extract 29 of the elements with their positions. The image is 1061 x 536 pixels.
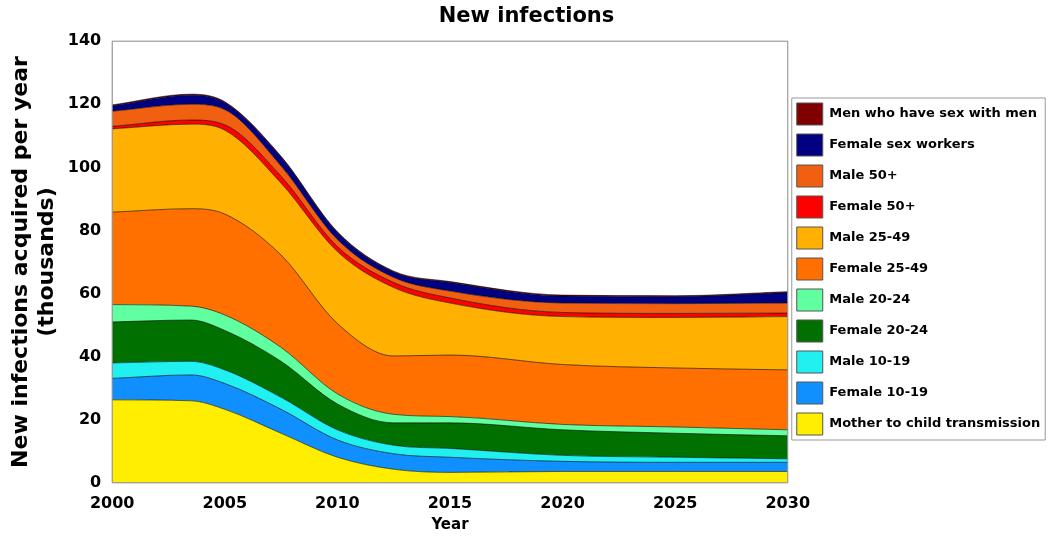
x-tick-label: 2025 [652, 492, 698, 512]
x-axis-title: Year [430, 514, 470, 533]
legend-label: Male 10-19 [829, 353, 911, 369]
legend-label: Female 10-19 [829, 384, 929, 400]
y-tick-label: 40 [78, 345, 102, 365]
x-tick-label: 2020 [540, 492, 585, 512]
legend-label: Female 50+ [829, 198, 916, 214]
legend-label: Female 25-49 [829, 260, 929, 276]
y-tick-label: 20 [78, 408, 102, 428]
y-tick-label: 100 [67, 156, 102, 176]
chart-title: New infections [438, 3, 615, 28]
legend-label: Mother to child transmission [829, 415, 1041, 431]
y-tick-label: 120 [67, 93, 102, 113]
y-tick-label: 140 [67, 30, 102, 50]
legend-label: Men who have sex with men [829, 105, 1037, 121]
x-tick-label: 2000 [89, 492, 135, 512]
y-axis-title: New infections acquired per year (thousands) [6, 55, 59, 468]
x-tick-label: 2030 [765, 492, 811, 512]
x-tick-label: 2015 [427, 492, 473, 512]
x-tick-label: 2005 [202, 492, 248, 512]
legend-label: Female sex workers [829, 136, 975, 152]
legend-label: Male 20-24 [829, 291, 911, 307]
y-tick-label: 0 [90, 471, 102, 491]
legend-label: Male 50+ [829, 167, 898, 183]
y-tick-label: 60 [78, 282, 102, 302]
x-tick-label: 2010 [315, 492, 360, 512]
legend-label: Female 20-24 [829, 322, 929, 338]
legend-label: Male 25-49 [829, 229, 911, 245]
y-tick-label: 80 [78, 219, 102, 239]
